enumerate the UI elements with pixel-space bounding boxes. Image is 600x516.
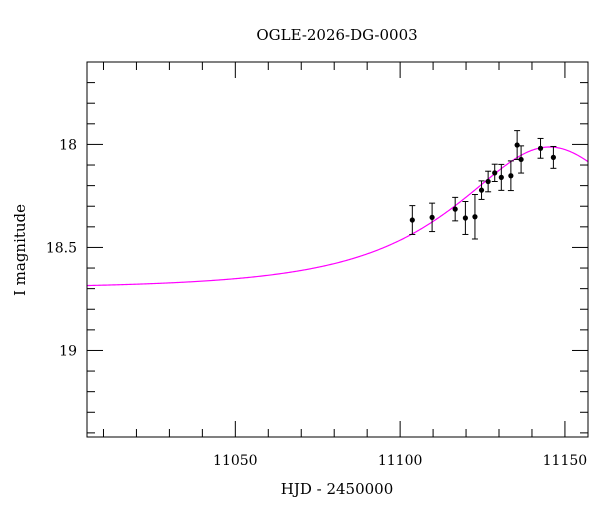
model-layer xyxy=(86,146,589,287)
data-point xyxy=(514,130,521,160)
y-tick-label: 18 xyxy=(59,137,77,153)
data-point xyxy=(491,163,498,183)
data-marker xyxy=(492,170,498,176)
data-marker xyxy=(485,178,491,185)
data-point xyxy=(498,163,505,191)
data-point xyxy=(518,145,525,174)
data-point xyxy=(537,137,544,159)
data-marker xyxy=(429,214,435,220)
data-marker xyxy=(478,187,485,193)
data-marker xyxy=(518,156,524,163)
data-marker xyxy=(462,215,468,221)
data-marker xyxy=(452,206,458,212)
tick-labels: 11050 11100 11150 18 18.5 19 xyxy=(46,137,587,469)
y-tick-label: 19 xyxy=(59,343,77,359)
x-tick-label: 11050 xyxy=(213,453,258,469)
data-marker xyxy=(498,174,504,180)
data-point xyxy=(409,205,416,235)
chart-title: OGLE-2026-DG-0003 xyxy=(256,26,417,44)
x-tick-label: 11100 xyxy=(378,453,423,469)
data-marker xyxy=(514,142,520,148)
data-marker xyxy=(508,173,514,179)
data-marker xyxy=(409,217,415,223)
data-marker xyxy=(472,214,478,220)
axis-ticks xyxy=(87,61,588,437)
data-point xyxy=(507,160,514,192)
data-marker xyxy=(550,154,556,160)
data-point xyxy=(485,170,492,193)
x-tick-label: 11150 xyxy=(543,453,588,469)
data-point xyxy=(429,202,436,233)
y-axis-label: I magnitude xyxy=(11,204,29,296)
data-point xyxy=(478,180,485,200)
model-curve xyxy=(86,146,589,287)
data-point xyxy=(550,145,557,169)
data-point xyxy=(452,196,459,222)
data-point xyxy=(462,200,469,235)
x-axis-label: HJD - 2450000 xyxy=(281,480,394,498)
data-point xyxy=(471,193,478,240)
data-points xyxy=(409,130,557,240)
y-tick-label: 18.5 xyxy=(46,240,77,256)
plot-frame xyxy=(86,61,589,438)
data-marker xyxy=(537,145,544,151)
